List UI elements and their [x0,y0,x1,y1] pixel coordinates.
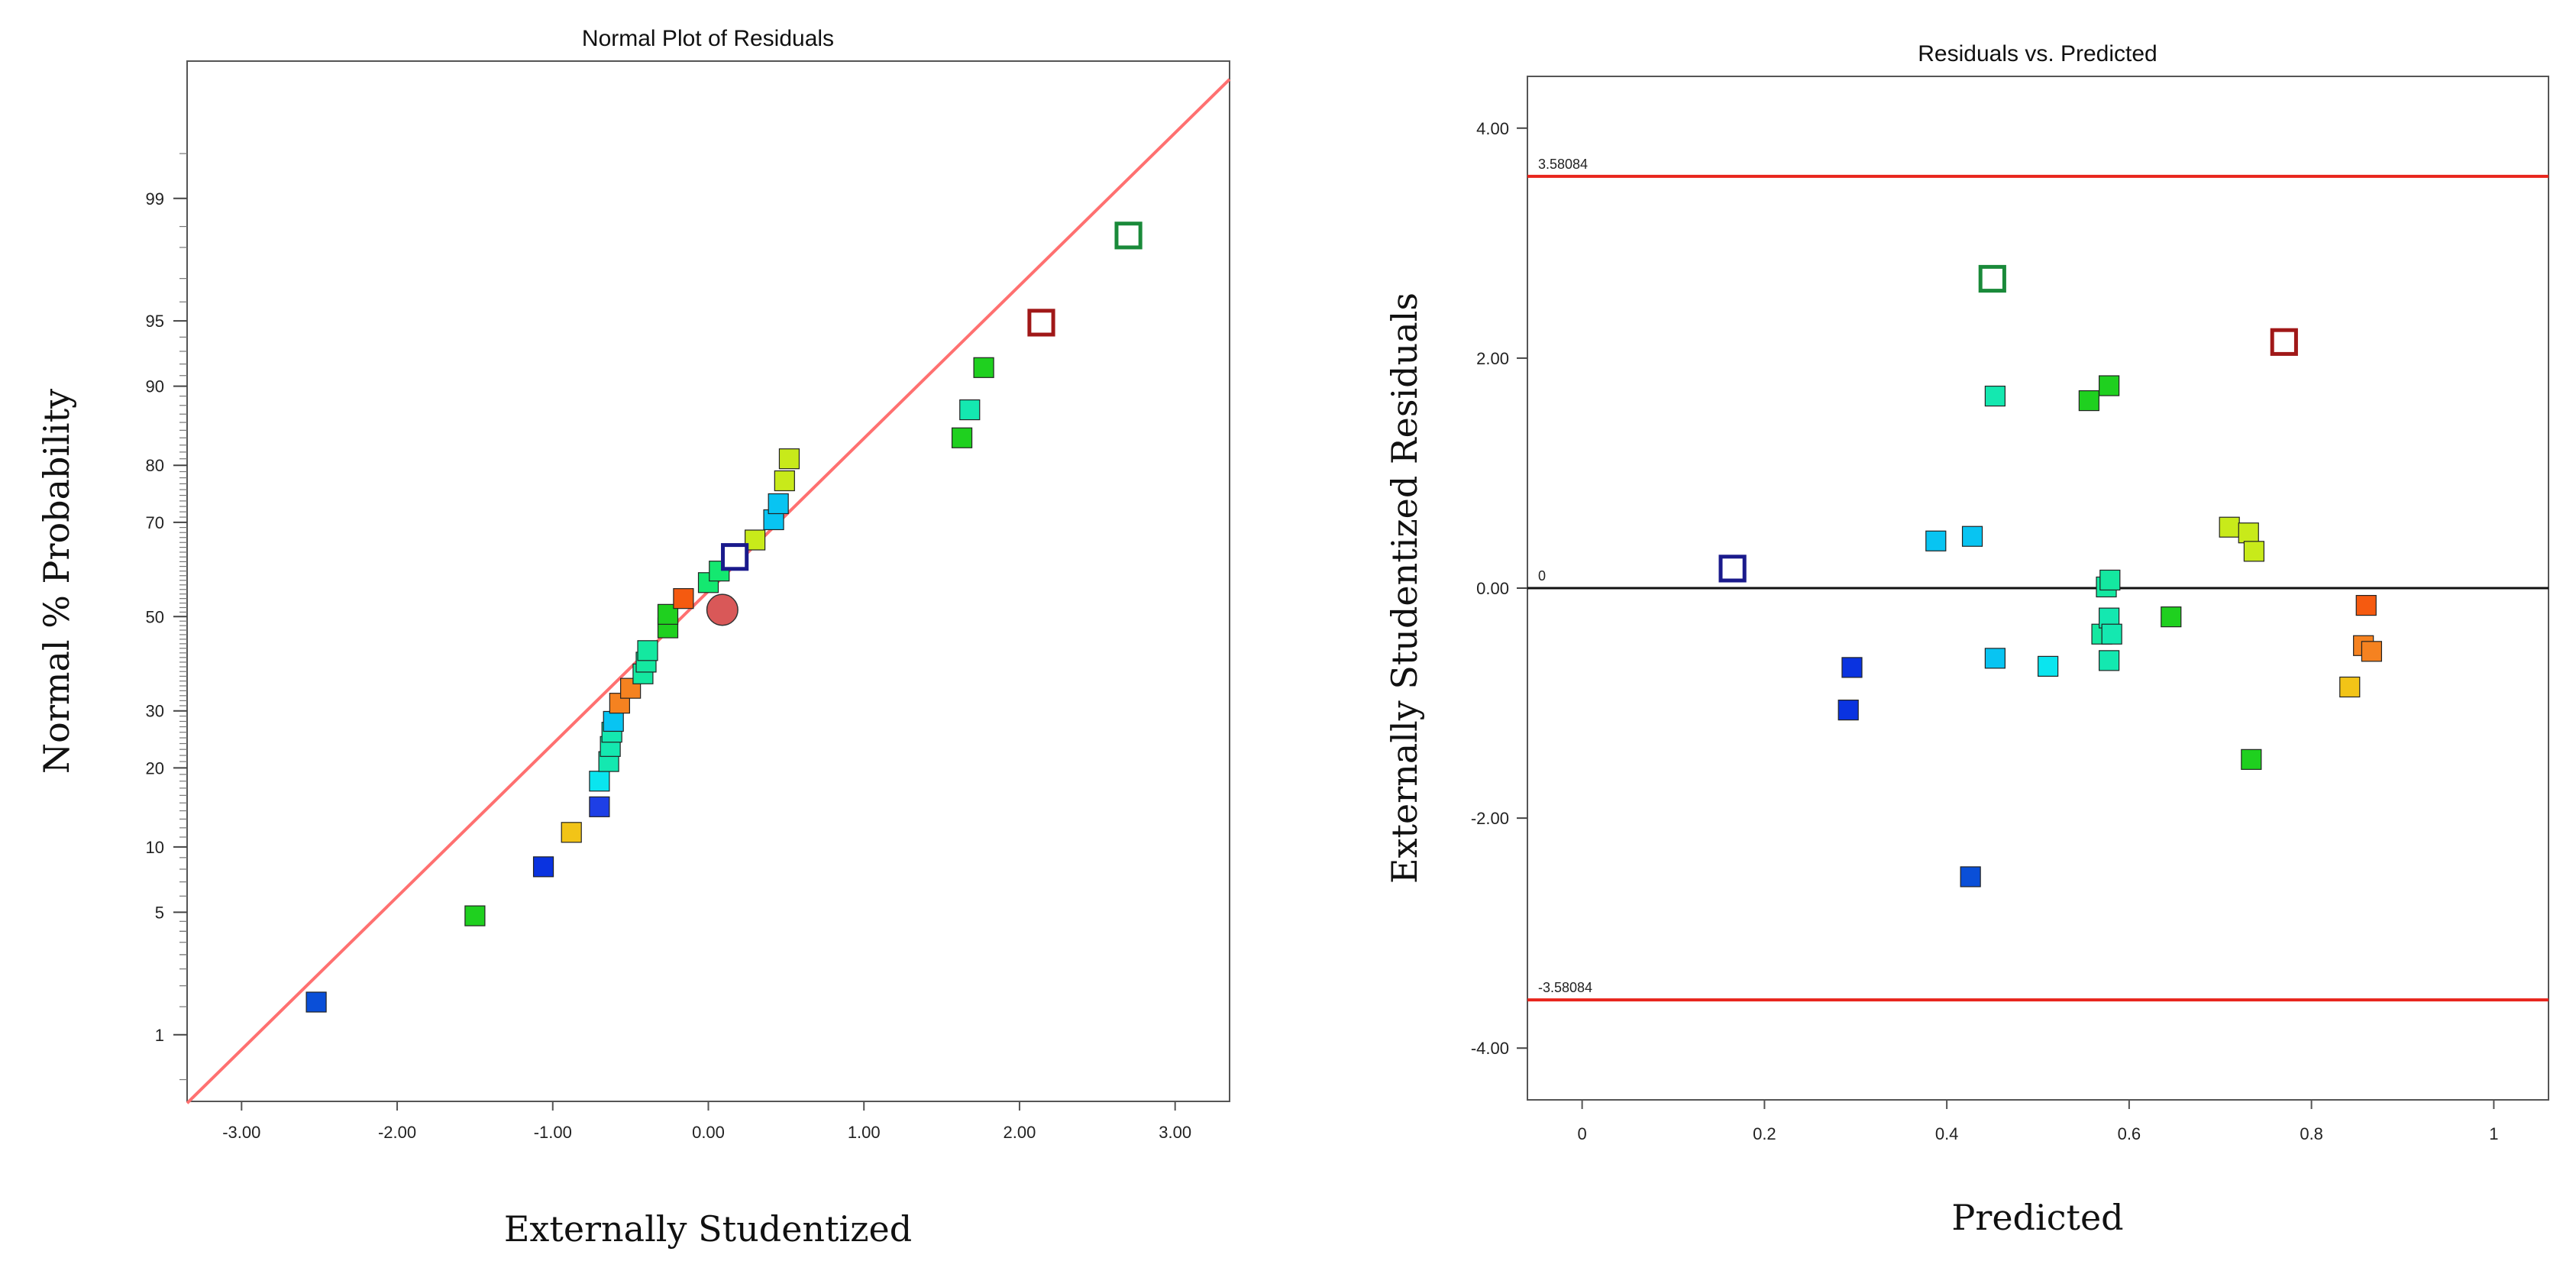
data-point [603,710,624,732]
data-point [2243,541,2265,562]
x-tick-label: -1.00 [534,1123,572,1142]
data-point [2099,569,2121,591]
residuals-vs-predicted-plot: Residuals vs. Predicted 0 0.2 0.4 0.6 0.8 1 -… [1384,41,2549,1238]
y-tick-label: -4.00 [1471,1039,1509,1058]
y-axis-label: Normal % Probability [36,389,77,774]
horizontal-line-label: 3.58084 [1538,157,1588,172]
x-axis-label: Externally Studentized [504,1208,912,1250]
x-axis: -3.00 -2.00 -1.00 0.00 1.00 2.00 3.00 [222,1101,1191,1142]
data-point [1841,657,1863,678]
data-point [2101,623,2122,645]
data-point [589,796,610,817]
normal-plot: Normal Plot of Residuals -3.00 -2.00 -1.00… [36,26,1231,1250]
limit-lines: 3.58084 0 -3.58084 [1527,157,2549,1002]
y-axis: -4.00 -2.00 0.00 2.00 4.00 [1471,119,1527,1058]
data-point [973,357,994,378]
data-point [673,588,694,610]
data-point [706,593,739,626]
data-point [1925,530,1947,551]
chart-title: Normal Plot of Residuals [582,26,834,51]
y-tick-label: 5 [155,903,164,922]
data-point [2099,650,2120,671]
data-point [2219,516,2240,538]
y-tick-label: 70 [146,513,164,532]
data-point [637,640,658,661]
x-axis: 0 0.2 0.4 0.6 0.8 1 [1578,1100,2499,1143]
data-point [589,771,610,792]
data-point [1114,221,1143,250]
data-point [2038,655,2059,677]
data-point [2355,594,2377,616]
data-point [1978,264,2006,293]
y-tick-label: 10 [146,838,164,857]
x-tick-label: 0.6 [2118,1124,2141,1143]
data-points [1718,264,2383,888]
data-point [2161,606,2182,628]
data-point [2241,749,2262,770]
data-point [2361,641,2383,662]
y-tick-label: 2.00 [1476,349,1509,368]
data-point [1718,555,1747,583]
data-point [2339,676,2361,698]
x-tick-label: 0.4 [1935,1124,1959,1143]
data-point [532,856,554,878]
y-tick-label: 30 [146,702,164,721]
data-point [721,543,749,571]
data-point [778,448,800,470]
data-point [2238,522,2259,544]
data-point [609,693,630,714]
x-tick-label: 0.2 [1753,1124,1776,1143]
y-tick-label: 90 [146,377,164,396]
data-point [951,427,973,448]
y-tick-label: 4.00 [1476,119,1509,138]
data-point [959,399,981,421]
y-axis: 1 5 10 20 30 50 70 80 90 95 99 [146,153,187,1081]
data-point [1837,699,1859,721]
data-point [1960,866,1981,888]
x-tick-label: 1 [2489,1124,2498,1143]
x-tick-label: -3.00 [222,1123,260,1142]
x-axis-label: Predicted [1951,1197,2123,1238]
chart-title: Residuals vs. Predicted [1918,41,2157,66]
y-tick-label: -2.00 [1471,809,1509,828]
data-point [1027,309,1055,337]
x-tick-label: 0 [1578,1124,1587,1143]
data-point [561,822,582,843]
x-tick-label: 1.00 [848,1123,881,1142]
y-tick-label: 95 [146,312,164,331]
x-tick-label: 0.00 [692,1123,725,1142]
data-point [1984,385,2006,407]
data-points [305,221,1143,1013]
horizontal-line-label: 0 [1538,568,1546,584]
data-point [2270,328,2298,356]
y-tick-label: 20 [146,758,164,778]
data-point [1984,648,2006,669]
data-point [774,470,795,492]
x-tick-label: 2.00 [1004,1123,1036,1142]
x-tick-label: -2.00 [378,1123,416,1142]
data-point [1961,525,1983,547]
y-tick-label: 99 [146,189,164,209]
y-axis-label: Externally Studentized Residuals [1384,293,1425,884]
y-tick-label: 50 [146,607,164,626]
y-tick-label: 0.00 [1476,579,1509,598]
data-point [464,905,486,926]
y-tick-label: 1 [155,1026,164,1045]
x-tick-label: 0.8 [2300,1124,2323,1143]
data-point [2078,390,2099,412]
y-tick-label: 80 [146,456,164,475]
x-tick-label: 3.00 [1159,1123,1191,1142]
data-point [2099,375,2120,396]
data-point [768,493,789,515]
data-point [305,991,327,1013]
horizontal-line-label: -3.58084 [1538,980,1592,995]
